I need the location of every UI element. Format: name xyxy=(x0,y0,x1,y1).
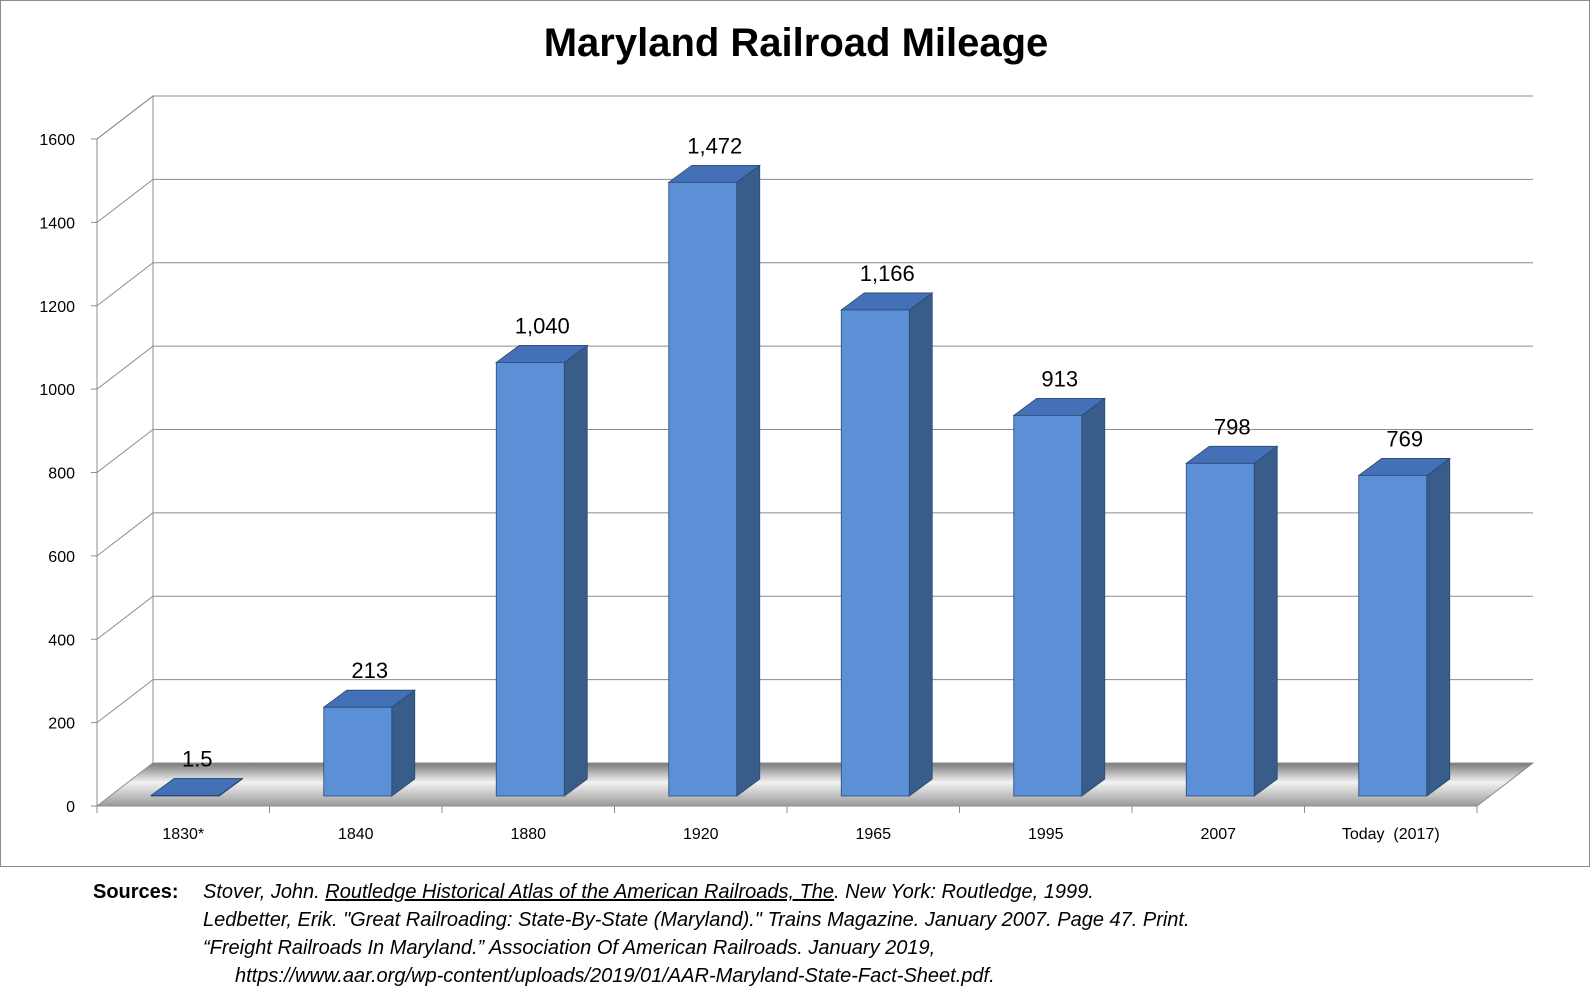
x-tick-label: 1995 xyxy=(1028,826,1064,843)
bar-front-face xyxy=(495,362,565,797)
bar-side-face xyxy=(1426,457,1451,797)
bar-front-face xyxy=(1185,462,1255,797)
gridline xyxy=(96,595,1533,640)
axis-layer: 0 200 400 600 800 1000 1200 1400 1600 1830* 1840 18… xyxy=(39,95,1478,843)
bar xyxy=(1012,397,1106,797)
grid-layer xyxy=(96,95,1533,724)
y-tick-label: 1000 xyxy=(39,382,75,399)
bars-layer xyxy=(150,164,1451,797)
gridline xyxy=(96,345,1533,390)
bar xyxy=(667,164,761,797)
bar-front-face xyxy=(1358,475,1428,797)
x-tick-label: 1840 xyxy=(338,826,374,843)
source-line-1-title: Routledge Historical Atlas of the Americ… xyxy=(325,881,835,903)
floor-layer xyxy=(95,762,1535,807)
x-tick-label: 1830* xyxy=(162,826,204,843)
bar-side-face xyxy=(1081,397,1106,797)
y-tick-label: 600 xyxy=(48,549,75,566)
x-tick-label: 1880 xyxy=(510,826,546,843)
bar xyxy=(1357,457,1451,797)
data-label: 213 xyxy=(351,658,388,683)
bar xyxy=(1185,445,1279,797)
y-tick-label: 800 xyxy=(48,466,75,483)
y-tick-label: 1400 xyxy=(39,215,75,232)
data-label: 1,166 xyxy=(860,261,915,286)
chart-frame: Maryland Railroad Mileage 0 200 400 600 800 1… xyxy=(0,0,1590,867)
bar-side-face xyxy=(391,689,416,797)
gridline xyxy=(96,95,1533,140)
data-label: 1,472 xyxy=(687,133,742,158)
bar-front-face xyxy=(840,309,910,797)
bar xyxy=(150,777,244,797)
data-label: 1,040 xyxy=(515,313,570,338)
side-wall-edge xyxy=(96,95,154,140)
y-tick-label: 400 xyxy=(48,632,75,649)
x-tick-label: Today (2017) xyxy=(1342,826,1440,843)
y-tick-label: 1600 xyxy=(39,132,75,149)
source-line-1-pre: Stover, John. xyxy=(203,881,326,903)
bar xyxy=(840,292,934,797)
bar-side-face xyxy=(736,164,761,797)
source-line-1: Stover, John. Routledge Historical Atlas… xyxy=(203,878,1094,906)
bar-side-face xyxy=(908,292,933,797)
source-line-4: https://www.aar.org/wp-content/uploads/2… xyxy=(235,965,995,987)
chart-title: Maryland Railroad Mileage xyxy=(544,21,1049,65)
bar-front-face xyxy=(150,794,220,797)
gridline xyxy=(96,262,1533,307)
gridline xyxy=(96,679,1533,724)
y-tick-label: 1200 xyxy=(39,299,75,316)
source-line-3: “Freight Railroads In Maryland.” Associa… xyxy=(203,937,936,959)
labels-layer: 1.5 213 1,040 1,472 1,166 913 798 769 xyxy=(182,133,1423,771)
source-line-1-post: . New York: Routledge, 1999. xyxy=(834,881,1094,903)
gridline xyxy=(96,178,1533,223)
source-line-2: Ledbetter, Erik. "Great Railroading: Sta… xyxy=(203,909,1190,931)
bar-front-face xyxy=(668,181,738,797)
bar xyxy=(495,344,589,797)
data-label: 798 xyxy=(1214,414,1251,439)
bar-front-face xyxy=(1013,414,1083,797)
x-tick-label: 1920 xyxy=(683,826,719,843)
x-tick-label: 1965 xyxy=(855,826,891,843)
gridline xyxy=(96,429,1533,473)
y-tick-label: 200 xyxy=(48,716,75,733)
gridline xyxy=(96,512,1533,557)
chart-svg: Maryland Railroad Mileage 0 200 400 600 800 1… xyxy=(39,21,1535,843)
bar xyxy=(322,689,416,797)
sources-label: Sources: xyxy=(93,881,179,903)
x-tick-label: 2007 xyxy=(1200,826,1236,843)
data-label: 913 xyxy=(1041,366,1078,391)
chart-floor xyxy=(95,762,1535,807)
data-label: 1.5 xyxy=(182,746,213,771)
bar-side-face xyxy=(563,344,588,797)
y-tick-label: 0 xyxy=(66,799,75,816)
bar-side-face xyxy=(1253,445,1278,797)
data-label: 769 xyxy=(1386,426,1423,451)
bar-front-face xyxy=(323,706,393,797)
